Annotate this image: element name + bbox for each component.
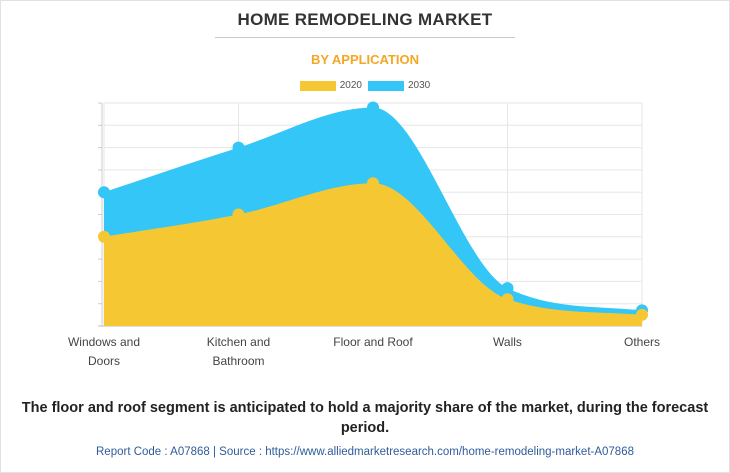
x-tick-label: Windows and Doors: [68, 335, 140, 368]
x-tick-label: Kitchen and Bathroom: [207, 335, 270, 368]
chart-caption: The floor and roof segment is anticipate…: [21, 400, 709, 436]
x-tick-label: Floor and Roof: [333, 335, 413, 349]
data-point-2020: [232, 208, 245, 221]
x-tick-label: Others: [624, 335, 660, 349]
data-point-2020: [98, 230, 110, 243]
data-point-2030: [367, 101, 379, 114]
legend-swatch-2020: [299, 80, 336, 91]
legend-item-2020[interactable]: 2020: [299, 80, 362, 91]
data-point-2030: [501, 282, 514, 295]
legend-label-2020: 2020: [339, 80, 362, 91]
x-tick-label: Walls: [493, 335, 522, 349]
data-point-2030: [98, 186, 110, 199]
report-source-footer[interactable]: Report Code : A07868 | Source : https://…: [96, 446, 634, 458]
chart-subtitle: BY APPLICATION: [310, 52, 420, 67]
legend-item-2030[interactable]: 2030: [368, 80, 430, 91]
data-point-2020: [501, 293, 514, 306]
data-point-2020: [367, 177, 379, 190]
data-point-2020: [636, 308, 648, 321]
legend-swatch-2030: [368, 80, 404, 91]
title-divider: [215, 37, 515, 38]
chart-legend: 2020 2030: [0, 80, 730, 91]
legend-label-2030: 2030: [408, 80, 431, 91]
data-point-2030: [232, 141, 245, 154]
chart-title: HOME REMODELING MARKET: [237, 10, 493, 29]
